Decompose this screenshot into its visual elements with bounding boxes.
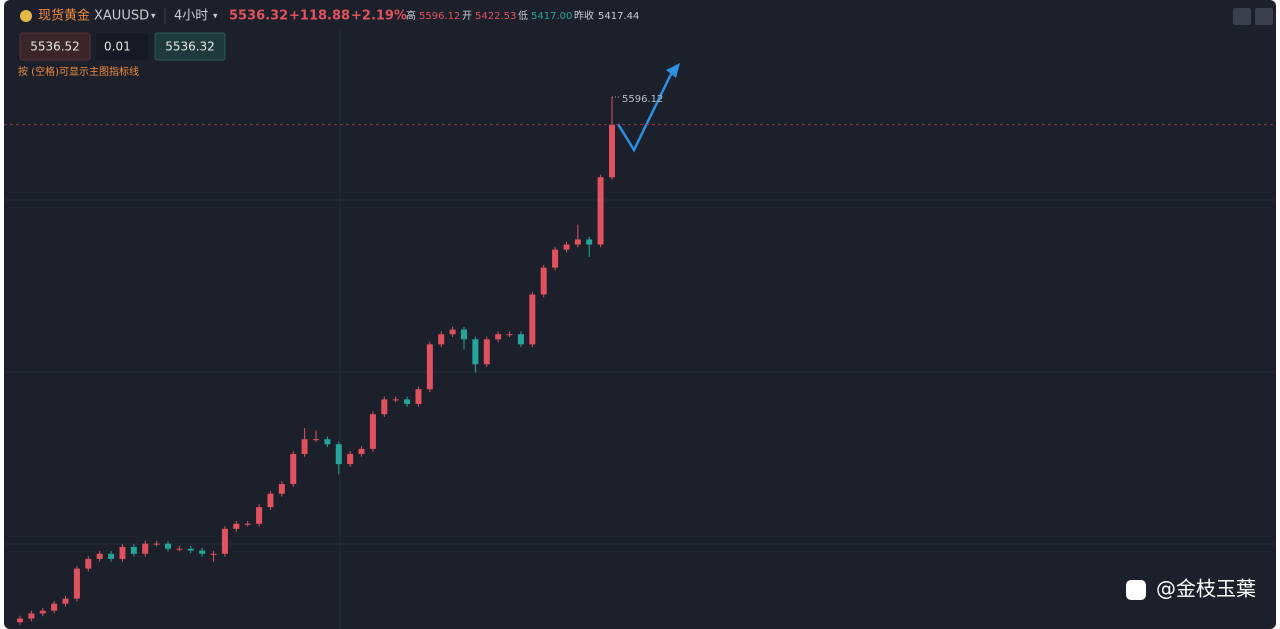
candle-body <box>392 399 399 401</box>
candle-body <box>358 448 365 454</box>
sell-price[interactable]: 5536.52 <box>30 40 80 54</box>
gold-icon <box>20 10 32 22</box>
candle-body <box>28 613 35 619</box>
price: 5536.32 <box>229 9 288 24</box>
candle-body <box>415 389 422 405</box>
candle-body <box>517 334 524 345</box>
buy-price[interactable]: 5536.32 <box>165 40 215 54</box>
open-label: 开 <box>462 11 472 22</box>
candle-body <box>210 553 217 555</box>
candle-body <box>586 239 593 245</box>
change: +118.88 <box>289 9 350 24</box>
fb-icon <box>1126 580 1146 600</box>
symbol[interactable]: XAUUSD <box>94 9 149 24</box>
candle-body <box>267 493 274 508</box>
candle-body <box>176 548 183 550</box>
candle-body <box>404 399 411 405</box>
high-label: 高 <box>406 9 416 22</box>
tool-button[interactable] <box>1255 8 1273 25</box>
candle-body <box>472 339 479 365</box>
candle-body <box>51 603 58 611</box>
candle-body <box>256 507 263 524</box>
candle-body <box>153 543 160 545</box>
symbol-name[interactable]: 现货黄金 <box>38 8 90 24</box>
peak-label: 5596.12 <box>622 94 663 105</box>
candle-body <box>278 483 285 494</box>
qty-input[interactable] <box>96 33 148 60</box>
candle-body <box>495 334 502 340</box>
candle-body <box>62 598 69 604</box>
prev-label: 昨收 <box>574 9 594 22</box>
candle-body <box>313 439 319 441</box>
candle-body <box>187 548 194 551</box>
candle-body <box>108 553 115 559</box>
background <box>4 0 1276 629</box>
candle-body <box>449 329 456 335</box>
arrow <box>616 71 674 153</box>
candle-body <box>130 546 137 554</box>
candle-body <box>540 267 547 295</box>
candle-body <box>119 546 126 559</box>
prev: 5417.44 <box>598 11 639 22</box>
candle-body <box>335 444 342 465</box>
candle-body <box>461 329 467 340</box>
change-pct: +2.19% <box>351 9 407 24</box>
candle-body <box>574 239 581 245</box>
dropdown[interactable]: ▾ <box>213 12 218 22</box>
dropdown[interactable]: ▾ <box>151 12 156 22</box>
candle-body <box>597 177 604 245</box>
candle-body <box>165 543 171 549</box>
tool-button[interactable] <box>1233 8 1251 25</box>
candle-body <box>17 618 23 623</box>
watermark: @金枝玉葉 <box>1156 577 1256 601</box>
candle-body <box>73 568 80 599</box>
hint: 按 (空格)可显示主图指标线 <box>18 65 139 78</box>
candle-body <box>39 610 46 614</box>
low: 5417.00 <box>531 11 572 22</box>
candle-body <box>199 550 206 554</box>
qty[interactable]: 0.01 <box>104 40 131 54</box>
sell-button[interactable] <box>19 32 91 61</box>
candle-body <box>244 523 251 525</box>
candle-body <box>324 439 331 445</box>
candle-body <box>301 439 308 454</box>
candle-body <box>347 453 354 465</box>
candle-body <box>438 334 445 345</box>
candle-body <box>609 124 615 178</box>
candle-body <box>483 339 490 365</box>
candle-body <box>142 543 149 554</box>
buy-button[interactable] <box>154 32 226 61</box>
candle-body <box>563 244 570 250</box>
candle-body <box>381 399 388 415</box>
interval[interactable]: 4小时 <box>174 9 208 24</box>
candle-body <box>506 334 513 336</box>
candle-body <box>221 528 228 554</box>
candle-body <box>290 453 297 484</box>
candle-body <box>529 294 536 345</box>
low-label: 低 <box>518 9 528 22</box>
candle-body <box>233 523 240 529</box>
open: 5422.53 <box>475 11 516 22</box>
candle-body <box>369 414 376 449</box>
high: 5596.12 <box>419 11 460 22</box>
candle-body <box>426 344 433 390</box>
candle-body <box>85 558 92 569</box>
candle-body <box>552 249 559 268</box>
candle-body <box>96 553 103 559</box>
arrow-head <box>666 63 680 78</box>
